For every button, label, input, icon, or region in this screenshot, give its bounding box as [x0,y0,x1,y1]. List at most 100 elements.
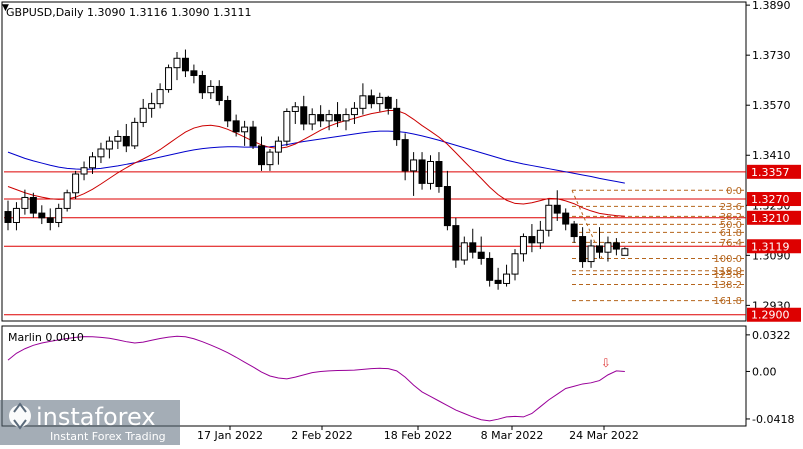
candle[interactable] [359,83,367,115]
candle[interactable] [596,227,603,259]
candle[interactable] [427,155,434,190]
candle[interactable] [55,203,63,228]
candle[interactable] [317,105,325,128]
candle[interactable] [401,133,409,181]
candle[interactable] [63,189,71,212]
candle[interactable] [4,200,12,231]
indicator-header: Marlin 0.0010 [8,331,84,344]
candle[interactable] [612,238,620,256]
candle[interactable] [266,148,274,171]
marlin-line: ⇩ [7,335,625,422]
candle[interactable] [165,64,173,93]
candle[interactable] [503,264,511,287]
date-axis: 17 Jan 2022 2 Feb 2022 18 Feb 2022 8 Mar 20… [197,426,639,442]
candle[interactable] [190,64,198,84]
marlin-indicator-panel[interactable]: 0.0322 0.00 -0.0418 ⇩ Marlin 0.0010 [1,325,794,427]
indicator-tick-label: -0.0418 [752,413,794,426]
bearish-candle-body [224,100,232,122]
bearish-candle-body [215,85,223,102]
candle[interactable] [334,102,342,128]
collapse-arrow-icon[interactable]: ▼ [2,3,9,13]
candle[interactable] [21,189,29,215]
candle[interactable] [258,136,265,171]
candle[interactable] [46,208,54,231]
candle[interactable] [367,89,375,109]
candle[interactable] [89,152,96,175]
candle[interactable] [410,152,418,196]
candle[interactable] [139,98,147,128]
bearish-candle-body [435,161,443,188]
bearish-candle-body [393,107,401,141]
candle[interactable] [80,161,88,181]
candle[interactable] [443,170,451,231]
candle[interactable] [494,267,502,290]
candle[interactable] [452,217,460,268]
candle[interactable] [469,228,477,259]
level-price-label: 1.2900 [751,309,790,322]
bullish-candle-body [604,242,612,253]
candle[interactable] [350,102,358,124]
bullish-candle-body [519,236,527,255]
candle[interactable] [511,249,519,281]
candle[interactable] [308,108,316,131]
candle[interactable] [435,152,443,193]
bullish-candle-body [80,167,88,175]
candle[interactable] [148,92,156,118]
bearish-candle-body [198,74,206,94]
candle[interactable] [621,247,629,256]
candle[interactable] [105,136,113,159]
candle[interactable] [249,120,257,149]
candle[interactable] [97,142,105,164]
indicator-panel-frame [1,325,747,427]
candle[interactable] [38,205,46,225]
candle[interactable] [72,170,80,200]
candle[interactable] [215,80,223,106]
candle[interactable] [562,208,570,231]
candle[interactable] [274,136,282,165]
candle[interactable] [232,114,240,137]
candle[interactable] [291,102,299,124]
candle[interactable] [241,120,249,146]
candle[interactable] [173,52,181,81]
candle[interactable] [460,236,468,265]
candle[interactable] [545,199,553,237]
candle[interactable] [570,220,578,243]
candle[interactable] [181,49,189,78]
candle[interactable] [114,130,122,149]
candle[interactable] [131,117,139,149]
candle[interactable] [12,202,20,231]
candle[interactable] [553,190,561,221]
bearish-candle-body [334,114,342,122]
candle[interactable] [198,70,206,99]
candle[interactable] [418,152,426,190]
candle[interactable] [477,236,485,265]
level-price-label: 1.3270 [751,193,790,206]
candle[interactable] [283,108,291,146]
main-price-panel[interactable]: 0.0 23.638.250.061.876.4 100.0118.0123.613… [1,0,801,322]
candle[interactable] [156,83,164,109]
candle[interactable] [122,123,130,153]
candle[interactable] [536,220,544,250]
bullish-candle-body [105,140,113,150]
candle[interactable] [384,95,392,115]
candle[interactable] [224,95,232,128]
bullish-candle-body [139,107,147,123]
candle[interactable] [300,95,308,131]
indicator-tick-label: 0.0322 [752,329,791,342]
candle[interactable] [486,252,494,287]
watermark-tagline: Instant Forex Trading [50,430,166,443]
candle[interactable] [376,92,384,112]
date-tick-label: 18 Feb 2022 [384,429,452,442]
candle[interactable] [604,236,612,262]
bearish-candle-body [553,204,561,214]
candle[interactable] [579,227,587,268]
candle[interactable] [29,192,37,218]
candle[interactable] [342,108,350,131]
fib-level-label: 100.0 [713,254,742,265]
candle[interactable] [519,233,527,262]
candle[interactable] [325,109,333,131]
candle[interactable] [528,224,536,253]
candle[interactable] [393,98,401,146]
candle[interactable] [587,239,595,268]
candle[interactable] [207,80,215,99]
